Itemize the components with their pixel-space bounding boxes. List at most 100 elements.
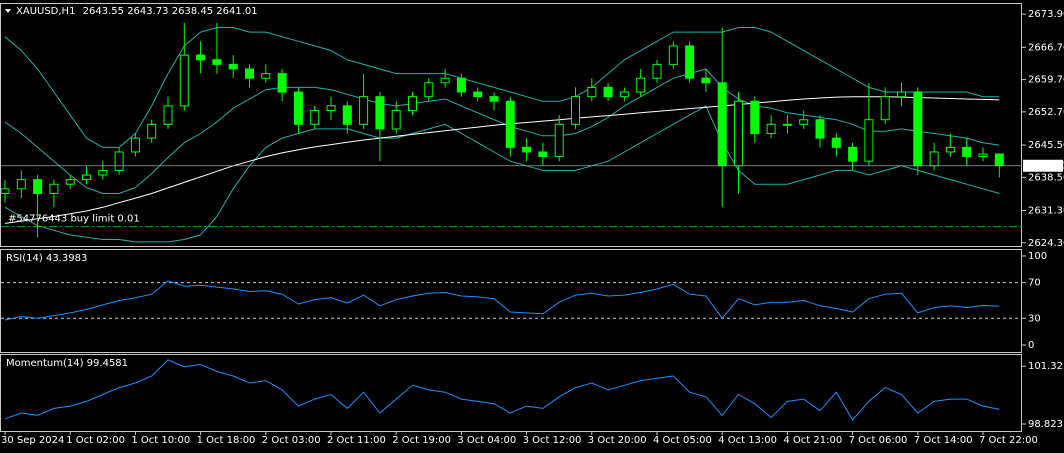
candle-body bbox=[913, 91, 923, 167]
rsi-panel-frame bbox=[0, 249, 1022, 353]
candle-body bbox=[1, 188, 10, 194]
candle-body bbox=[147, 123, 157, 139]
candle-body bbox=[522, 146, 532, 153]
y-tick-label: 70 bbox=[1028, 278, 1041, 289]
y-tick-label: 2638.50 bbox=[1028, 172, 1064, 183]
y-tick-label: 98.8231 bbox=[1028, 419, 1064, 430]
y-tick-label: 2659.70 bbox=[1028, 75, 1064, 86]
candle-body bbox=[734, 100, 743, 167]
candle-body bbox=[49, 183, 59, 194]
candle-body bbox=[163, 105, 173, 125]
panel-plot bbox=[4, 359, 1000, 421]
x-tick-label: 4 Oct 21:00 bbox=[783, 435, 842, 446]
y-tick-label: 100 bbox=[1028, 251, 1047, 262]
candle-body bbox=[114, 151, 124, 171]
bid-box bbox=[1023, 159, 1063, 172]
candle-body bbox=[994, 153, 1004, 167]
indicator-line bbox=[4, 96, 1000, 224]
candle-body bbox=[310, 109, 320, 125]
indicator-line bbox=[4, 359, 1000, 421]
momentum-title: Momentum(14) 99.4581 bbox=[6, 358, 128, 369]
y-tick-label: 2673.90 bbox=[1028, 9, 1064, 20]
bar-close: 2641.01 bbox=[216, 6, 257, 17]
candle-body bbox=[685, 45, 695, 79]
candle-body bbox=[16, 179, 26, 190]
candle-body bbox=[848, 146, 858, 162]
candle-body bbox=[603, 86, 613, 98]
x-tick-label: 30 Sep 2024 bbox=[1, 435, 64, 446]
candle-body bbox=[619, 91, 629, 98]
symbol: XAUUSD,H1 bbox=[16, 6, 75, 17]
x-tick-label: 2 Oct 11:00 bbox=[327, 435, 386, 446]
indicator-line bbox=[4, 68, 1000, 194]
candle-body bbox=[359, 96, 369, 125]
candle-body bbox=[652, 63, 662, 79]
candle-body bbox=[375, 96, 385, 130]
x-tick-label: 7 Oct 14:00 bbox=[914, 435, 973, 446]
candle-body bbox=[717, 82, 727, 167]
bar-low: 2638.45 bbox=[172, 6, 213, 17]
candle-body bbox=[571, 96, 580, 125]
chart-header: XAUUSD,H1 2643.55 2643.73 2638.45 2641.0… bbox=[16, 6, 258, 17]
rsi-title: RSI(14) 43.3983 bbox=[6, 253, 87, 264]
panel-plot: #54776443 buy limit 0.01 bbox=[1, 22, 1022, 243]
x-tick-label: 2 Oct 03:00 bbox=[262, 435, 321, 446]
x-tick-label: 3 Oct 12:00 bbox=[523, 435, 582, 446]
candle-body bbox=[456, 77, 466, 93]
x-tick-label: 7 Oct 06:00 bbox=[849, 435, 908, 446]
candle-body bbox=[701, 77, 711, 84]
x-tick-label: 4 Oct 13:00 bbox=[718, 435, 777, 446]
candle-body bbox=[505, 100, 515, 148]
candle-body bbox=[831, 137, 841, 148]
candle-body bbox=[554, 123, 564, 158]
x-tick-label: 2 Oct 19:00 bbox=[392, 435, 451, 446]
candle-body bbox=[668, 45, 678, 65]
candle-body bbox=[424, 82, 434, 98]
candle-body bbox=[978, 153, 988, 158]
indicator-line bbox=[4, 280, 1000, 321]
x-tick-label: 1 Oct 10:00 bbox=[131, 435, 190, 446]
panel-plot bbox=[1, 280, 1022, 321]
candle-body bbox=[98, 169, 108, 176]
candle-body bbox=[962, 146, 972, 158]
candle-body bbox=[65, 179, 75, 185]
candle-body bbox=[196, 54, 206, 61]
candle-body bbox=[815, 119, 825, 139]
x-tick-label: 7 Oct 22:00 bbox=[979, 435, 1038, 446]
candle-body bbox=[473, 91, 483, 98]
indicator-line bbox=[4, 27, 1000, 148]
candle-body bbox=[130, 137, 140, 153]
y-tick-label: 2652.70 bbox=[1028, 107, 1064, 118]
y-tick-label: 101.3232 bbox=[1028, 361, 1064, 372]
collapse-icon[interactable] bbox=[5, 9, 11, 13]
x-tick-label: 3 Oct 04:00 bbox=[457, 435, 516, 446]
candle-body bbox=[342, 105, 352, 125]
x-tick-label: 4 Oct 05:00 bbox=[653, 435, 712, 446]
candle-body bbox=[929, 151, 939, 167]
candle-body bbox=[277, 73, 287, 93]
candle-body bbox=[750, 100, 760, 135]
x-tick-label: 1 Oct 02:00 bbox=[66, 435, 125, 446]
y-tick-label: 2631.30 bbox=[1028, 206, 1064, 217]
momentum-panel-frame bbox=[0, 354, 1022, 432]
candle-body bbox=[245, 68, 254, 79]
price-panel-frame bbox=[0, 3, 1022, 247]
candle-body bbox=[33, 179, 43, 194]
x-tick-label: 3 Oct 20:00 bbox=[588, 435, 647, 446]
candle-body bbox=[587, 86, 597, 98]
indicator-line bbox=[4, 105, 1000, 243]
x-tick-label: 1 Oct 18:00 bbox=[197, 435, 256, 446]
candle-body bbox=[261, 73, 271, 79]
candle-body bbox=[782, 123, 792, 126]
candle-body bbox=[293, 91, 303, 125]
bid-label: 2641.01 bbox=[1026, 161, 1064, 172]
candle-body bbox=[945, 146, 955, 153]
candle-body bbox=[391, 109, 401, 130]
y-tick-label: 30 bbox=[1028, 313, 1041, 324]
candle-body bbox=[326, 105, 336, 111]
bar-high: 2643.73 bbox=[127, 6, 168, 17]
candle-body bbox=[440, 77, 450, 84]
y-tick-label: 2645.50 bbox=[1028, 140, 1064, 151]
candle-body bbox=[636, 77, 646, 93]
